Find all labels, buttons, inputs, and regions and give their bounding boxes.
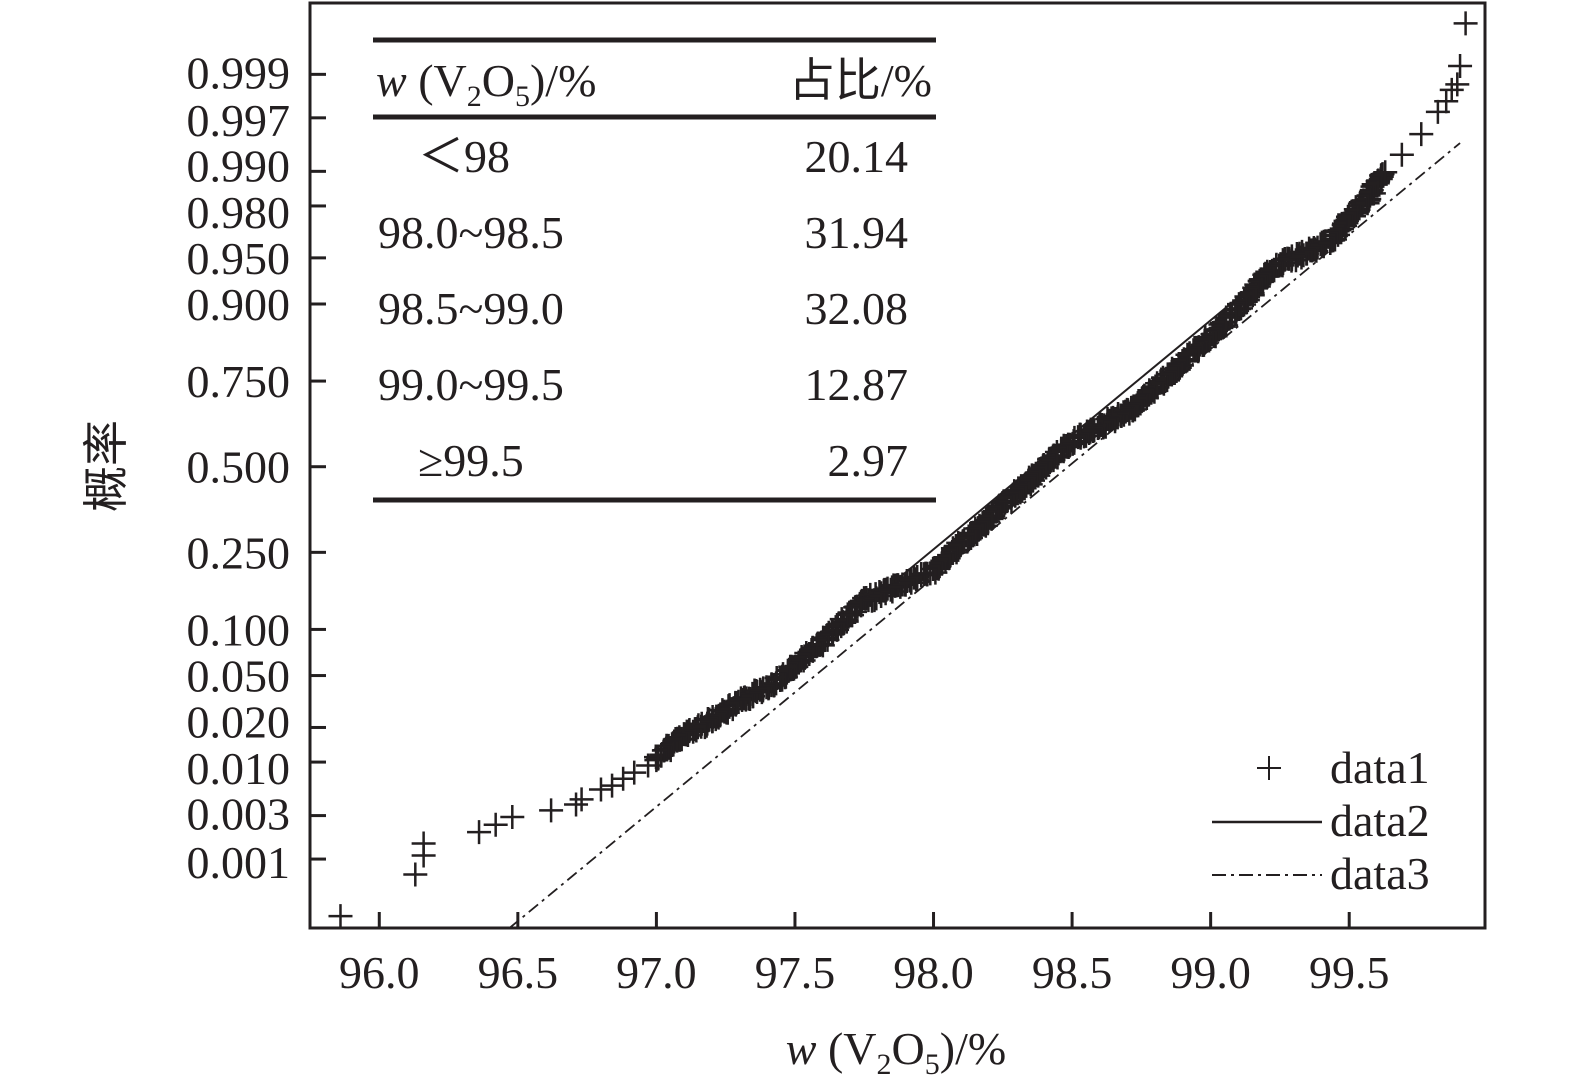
y-tick-label: 0.950 (187, 233, 291, 284)
y-tick-label: 0.020 (187, 696, 291, 747)
table-row: 98.0~98.5 31.94 (378, 207, 908, 258)
y-tick-label: 0.250 (187, 527, 291, 578)
data1-marker (1389, 142, 1414, 167)
y-tick-label: 0.990 (187, 140, 291, 191)
data1-marker (622, 760, 647, 785)
data1-marker (1434, 89, 1459, 114)
y-tick-label: 0.050 (187, 651, 291, 702)
data3-line (508, 142, 1461, 928)
data1-marker (500, 804, 525, 829)
data1-marker (483, 812, 508, 837)
y-axis-title: 概率 (81, 420, 132, 512)
data1-marker (1409, 122, 1434, 147)
y-tick-label: 0.010 (187, 743, 291, 794)
plus-marker-icon (1257, 756, 1281, 780)
y-tick-label: 0.750 (187, 356, 291, 407)
data1-marker (1445, 72, 1470, 97)
legend-label: data2 (1330, 795, 1430, 846)
y-tick-label: 0.001 (187, 837, 291, 888)
table-header-col1: w (V2O5)/% (376, 55, 596, 113)
y-tick-label: 0.900 (187, 279, 291, 330)
table-cell-share: 31.94 (805, 207, 909, 258)
data1-marker (569, 787, 594, 812)
x-tick-label: 97.0 (616, 947, 697, 998)
data1-marker (539, 798, 564, 823)
x-axis-title: w (V2O5)/% (786, 1023, 1006, 1081)
data1-marker (411, 831, 436, 856)
legend-item-data3: data3 (1212, 848, 1430, 899)
table-row: 98.5~99.0 32.08 (378, 283, 908, 334)
y-tick-label: 0.500 (187, 442, 291, 493)
legend: data1 data2 data3 (1212, 742, 1430, 899)
x-tick-label: 98.0 (893, 947, 974, 998)
legend-item-data1: data1 (1257, 742, 1430, 793)
table-cell-share: 20.14 (805, 131, 909, 182)
y-tick-label: 0.003 (187, 789, 291, 840)
table-cell-share: 2.97 (828, 435, 909, 486)
table-row: ≥99.5 2.97 (418, 435, 908, 486)
data1-marker (1369, 162, 1394, 187)
table-cell-range: 98.5~99.0 (378, 283, 564, 334)
legend-item-data2: data2 (1212, 795, 1430, 846)
data1-marker (403, 862, 428, 887)
x-tick-label: 99.5 (1309, 947, 1390, 998)
x-tick-label: 99.0 (1170, 947, 1251, 998)
x-tick-label: 97.5 (755, 947, 836, 998)
y-tick-label: 0.999 (187, 47, 291, 98)
legend-label: data3 (1330, 848, 1430, 899)
data1-marker (600, 773, 625, 798)
data1-marker (1373, 160, 1398, 185)
y-tick-label: 0.100 (187, 604, 291, 655)
data1-marker (1448, 54, 1473, 79)
table-cell-share: 12.87 (805, 359, 909, 410)
y-tick-label: 0.980 (187, 187, 291, 238)
data1-marker (328, 904, 353, 928)
table-cell-range: ＜98 (418, 131, 510, 182)
y-tick-label: 0.997 (187, 95, 291, 146)
table-cell-range: 98.0~98.5 (378, 207, 564, 258)
legend-label: data1 (1330, 742, 1430, 793)
plot-layer (328, 11, 1478, 928)
x-tick-label: 98.5 (1032, 947, 1113, 998)
data1-marker (611, 766, 636, 791)
data1-marker (467, 820, 492, 845)
table-cell-range: 99.0~99.5 (378, 359, 564, 410)
table-rows: ＜98 20.14 98.0~98.5 31.94 98.5~99.0 32.08 99.0… (378, 131, 908, 486)
table-cell-range: ≥99.5 (418, 435, 524, 486)
axis-ticks: 96.0 96.5 97.0 97.5 98.0 98.5 99.0 99.50.0010.0… (187, 47, 1390, 998)
table-row: 99.0~99.5 12.87 (378, 359, 908, 410)
x-tick-label: 96.5 (478, 947, 559, 998)
data1-marker (1439, 77, 1464, 102)
table-row: ＜98 20.14 (418, 131, 908, 182)
x-tick-label: 96.0 (339, 947, 420, 998)
table-cell-share: 32.08 (805, 283, 909, 334)
plot-area (328, 11, 1478, 928)
table-header-col2: 占比/% (789, 55, 932, 106)
data1-marker (588, 777, 613, 802)
data1-marker (1453, 11, 1478, 36)
data1-marker (564, 792, 589, 817)
